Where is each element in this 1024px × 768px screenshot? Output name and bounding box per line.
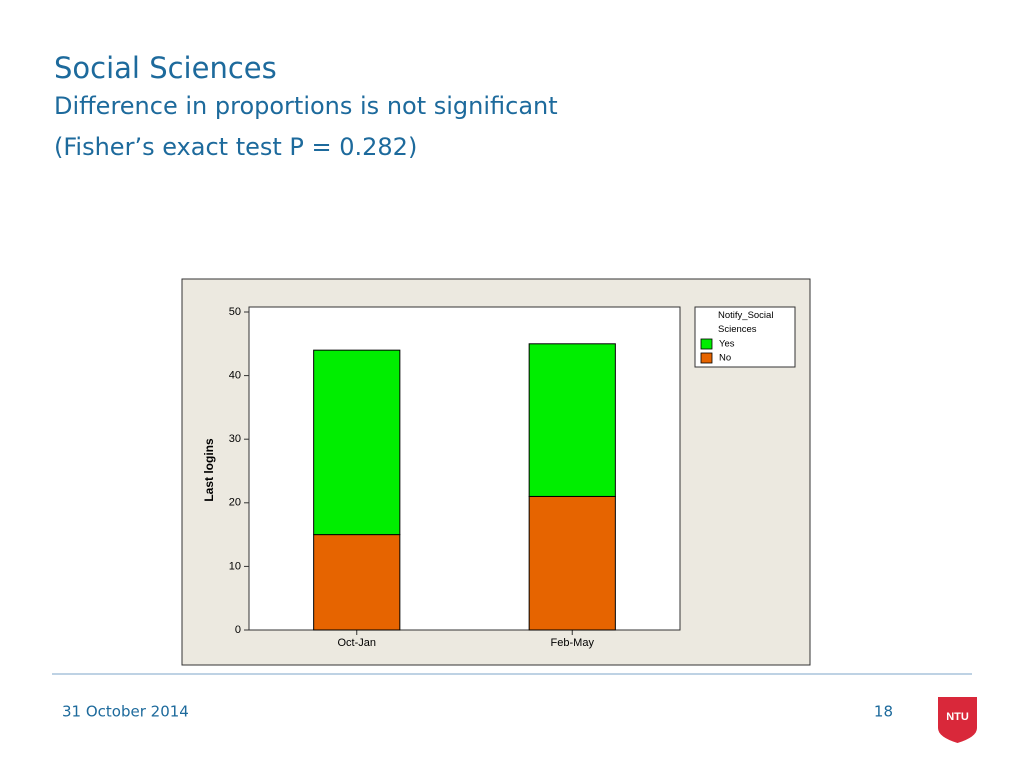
y-tick-label: 30 [229, 433, 241, 445]
slide-note: (Fisher’s exact test P = 0.282) [54, 133, 417, 161]
y-axis-label: Last logins [202, 438, 216, 502]
y-tick-label: 40 [229, 370, 241, 382]
logo-text: NTU [946, 711, 969, 723]
y-tick-label: 0 [235, 624, 241, 636]
slide-title: Social Sciences [54, 51, 277, 85]
y-tick-label: 20 [229, 497, 241, 509]
page-number: 18 [874, 703, 893, 721]
y-tick-label: 10 [229, 560, 241, 572]
legend-swatch [700, 338, 713, 350]
x-tick-label: Feb-May [551, 637, 595, 649]
bar-segment [528, 495, 616, 631]
bar-segment [313, 349, 401, 536]
bar-segment [313, 534, 401, 631]
slide-subtitle: Difference in proportions is not signifi… [54, 92, 558, 120]
legend-title: Notify_Social Sciences [718, 310, 774, 335]
legend-label: Yes [719, 339, 735, 350]
legend-label: No [719, 353, 731, 364]
footer-date: 31 October 2014 [62, 703, 189, 721]
x-tick-label: Oct-Jan [337, 637, 376, 649]
logo [938, 697, 977, 743]
legend-swatch [700, 352, 713, 364]
bar-segment [528, 343, 616, 497]
y-tick-label: 50 [229, 306, 241, 318]
